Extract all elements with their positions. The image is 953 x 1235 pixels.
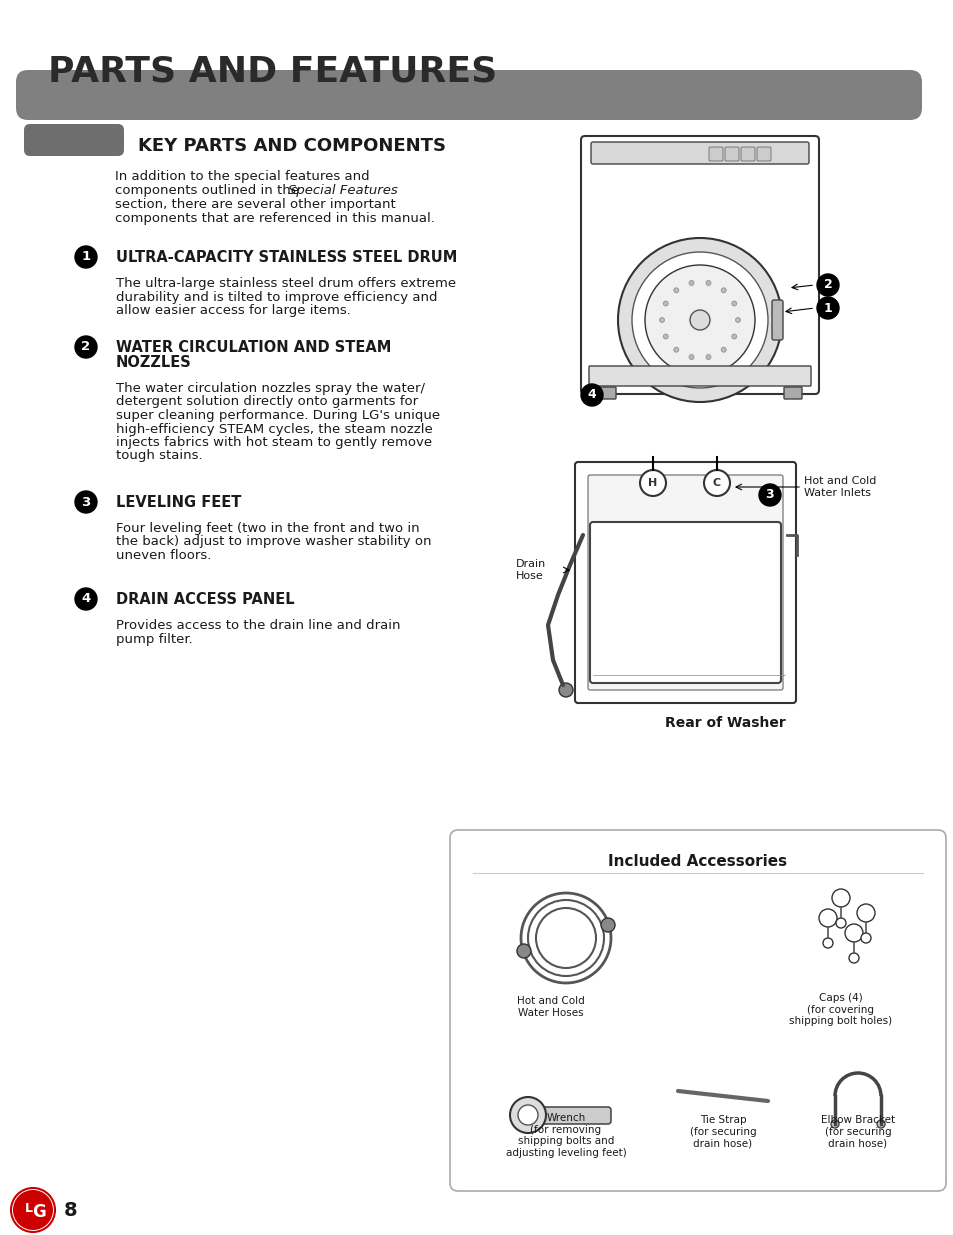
Circle shape — [848, 953, 858, 963]
Text: 2: 2 — [822, 279, 832, 291]
Text: detergent solution directly onto garments for: detergent solution directly onto garment… — [116, 395, 417, 409]
FancyBboxPatch shape — [588, 366, 810, 387]
Text: Hot and Cold
Water Inlets: Hot and Cold Water Inlets — [803, 477, 876, 498]
Circle shape — [13, 1191, 53, 1230]
Circle shape — [703, 471, 729, 496]
Text: components that are referenced in this manual.: components that are referenced in this m… — [115, 212, 435, 225]
Circle shape — [558, 683, 573, 697]
Circle shape — [659, 317, 664, 322]
Text: The ultra-large stainless steel drum offers extreme: The ultra-large stainless steel drum off… — [116, 277, 456, 290]
Circle shape — [759, 484, 781, 506]
Circle shape — [510, 1097, 545, 1132]
Text: H: H — [648, 478, 657, 488]
Text: LEVELING FEET: LEVELING FEET — [116, 495, 241, 510]
Circle shape — [662, 301, 667, 306]
Text: injects fabrics with hot steam to gently remove: injects fabrics with hot steam to gently… — [116, 436, 432, 450]
Circle shape — [720, 288, 725, 293]
Text: Elbow Bracket
(for securing
drain hose): Elbow Bracket (for securing drain hose) — [821, 1115, 894, 1149]
Text: 3: 3 — [81, 495, 91, 509]
Circle shape — [822, 939, 832, 948]
Text: Hot and Cold
Water Hoses: Hot and Cold Water Hoses — [517, 995, 584, 1018]
Circle shape — [861, 932, 870, 944]
Circle shape — [689, 310, 709, 330]
FancyBboxPatch shape — [16, 70, 921, 120]
Text: The water circulation nozzles spray the water/: The water circulation nozzles spray the … — [116, 382, 424, 395]
Text: durability and is tilted to improve efficiency and: durability and is tilted to improve effi… — [116, 290, 437, 304]
Text: Included Accessories: Included Accessories — [608, 853, 787, 869]
FancyBboxPatch shape — [724, 147, 739, 161]
Circle shape — [688, 354, 694, 359]
Circle shape — [816, 296, 838, 319]
Circle shape — [844, 924, 862, 942]
Text: NOZZLES: NOZZLES — [116, 354, 192, 370]
Text: 4: 4 — [587, 389, 596, 401]
Circle shape — [600, 918, 615, 932]
FancyBboxPatch shape — [575, 462, 795, 703]
FancyBboxPatch shape — [589, 522, 781, 683]
Text: section, there are several other important: section, there are several other importa… — [115, 198, 395, 211]
Circle shape — [731, 333, 736, 338]
FancyBboxPatch shape — [587, 475, 782, 690]
Text: tough stains.: tough stains. — [116, 450, 202, 462]
Text: high-efficiency STEAM cycles, the steam nozzle: high-efficiency STEAM cycles, the steam … — [116, 422, 433, 436]
Circle shape — [688, 280, 694, 285]
Text: Four leveling feet (two in the front and two in: Four leveling feet (two in the front and… — [116, 522, 419, 535]
Circle shape — [662, 333, 667, 338]
Text: Drain
Hose: Drain Hose — [516, 559, 546, 580]
FancyBboxPatch shape — [24, 124, 124, 156]
Text: Caps (4)
(for covering
shipping bolt holes): Caps (4) (for covering shipping bolt hol… — [789, 993, 892, 1026]
Text: KEY PARTS AND COMPONENTS: KEY PARTS AND COMPONENTS — [138, 137, 446, 156]
Circle shape — [75, 492, 97, 513]
FancyBboxPatch shape — [771, 300, 782, 340]
Text: the back) adjust to improve washer stability on: the back) adjust to improve washer stabi… — [116, 536, 431, 548]
FancyBboxPatch shape — [539, 1107, 610, 1124]
Circle shape — [75, 588, 97, 610]
Circle shape — [517, 944, 531, 958]
Text: 4: 4 — [81, 593, 91, 605]
Text: Special Features: Special Features — [288, 184, 397, 198]
Text: super cleaning performance. During LG's unique: super cleaning performance. During LG's … — [116, 409, 439, 422]
Circle shape — [856, 904, 874, 923]
Text: L: L — [25, 1202, 33, 1214]
Circle shape — [580, 384, 602, 406]
Circle shape — [631, 252, 767, 388]
Circle shape — [818, 909, 836, 927]
Text: allow easier access for large items.: allow easier access for large items. — [116, 304, 351, 317]
Text: components outlined in the: components outlined in the — [115, 184, 303, 198]
Text: WATER CIRCULATION AND STEAM: WATER CIRCULATION AND STEAM — [116, 340, 391, 354]
Circle shape — [673, 347, 679, 352]
Circle shape — [639, 471, 665, 496]
Text: Wrench
(for removing
shipping bolts and
adjusting leveling feet): Wrench (for removing shipping bolts and … — [505, 1113, 626, 1157]
Text: pump filter.: pump filter. — [116, 632, 193, 646]
Text: 8: 8 — [64, 1200, 77, 1219]
Circle shape — [618, 238, 781, 403]
Circle shape — [731, 301, 736, 306]
Text: ULTRA-CAPACITY STAINLESS STEEL DRUM: ULTRA-CAPACITY STAINLESS STEEL DRUM — [116, 249, 456, 266]
Text: 2: 2 — [81, 341, 91, 353]
Circle shape — [876, 1120, 884, 1128]
Text: G: G — [32, 1203, 46, 1221]
Circle shape — [831, 889, 849, 906]
FancyBboxPatch shape — [757, 147, 770, 161]
Text: Rear of Washer: Rear of Washer — [664, 716, 784, 730]
Circle shape — [835, 918, 845, 927]
Circle shape — [830, 1120, 838, 1128]
Circle shape — [720, 347, 725, 352]
Circle shape — [517, 1105, 537, 1125]
Circle shape — [816, 274, 838, 296]
Text: 3: 3 — [765, 489, 774, 501]
Circle shape — [75, 336, 97, 358]
FancyBboxPatch shape — [590, 142, 808, 164]
Circle shape — [705, 280, 710, 285]
FancyBboxPatch shape — [708, 147, 722, 161]
Text: DRAIN ACCESS PANEL: DRAIN ACCESS PANEL — [116, 592, 294, 606]
FancyBboxPatch shape — [598, 387, 616, 399]
Text: Tie Strap
(for securing
drain hose): Tie Strap (for securing drain hose) — [689, 1115, 756, 1149]
Circle shape — [735, 317, 740, 322]
Circle shape — [673, 288, 679, 293]
Circle shape — [75, 246, 97, 268]
Text: uneven floors.: uneven floors. — [116, 550, 212, 562]
Circle shape — [644, 266, 754, 375]
Text: PARTS AND FEATURES: PARTS AND FEATURES — [48, 56, 497, 89]
Text: In addition to the special features and: In addition to the special features and — [115, 170, 369, 183]
